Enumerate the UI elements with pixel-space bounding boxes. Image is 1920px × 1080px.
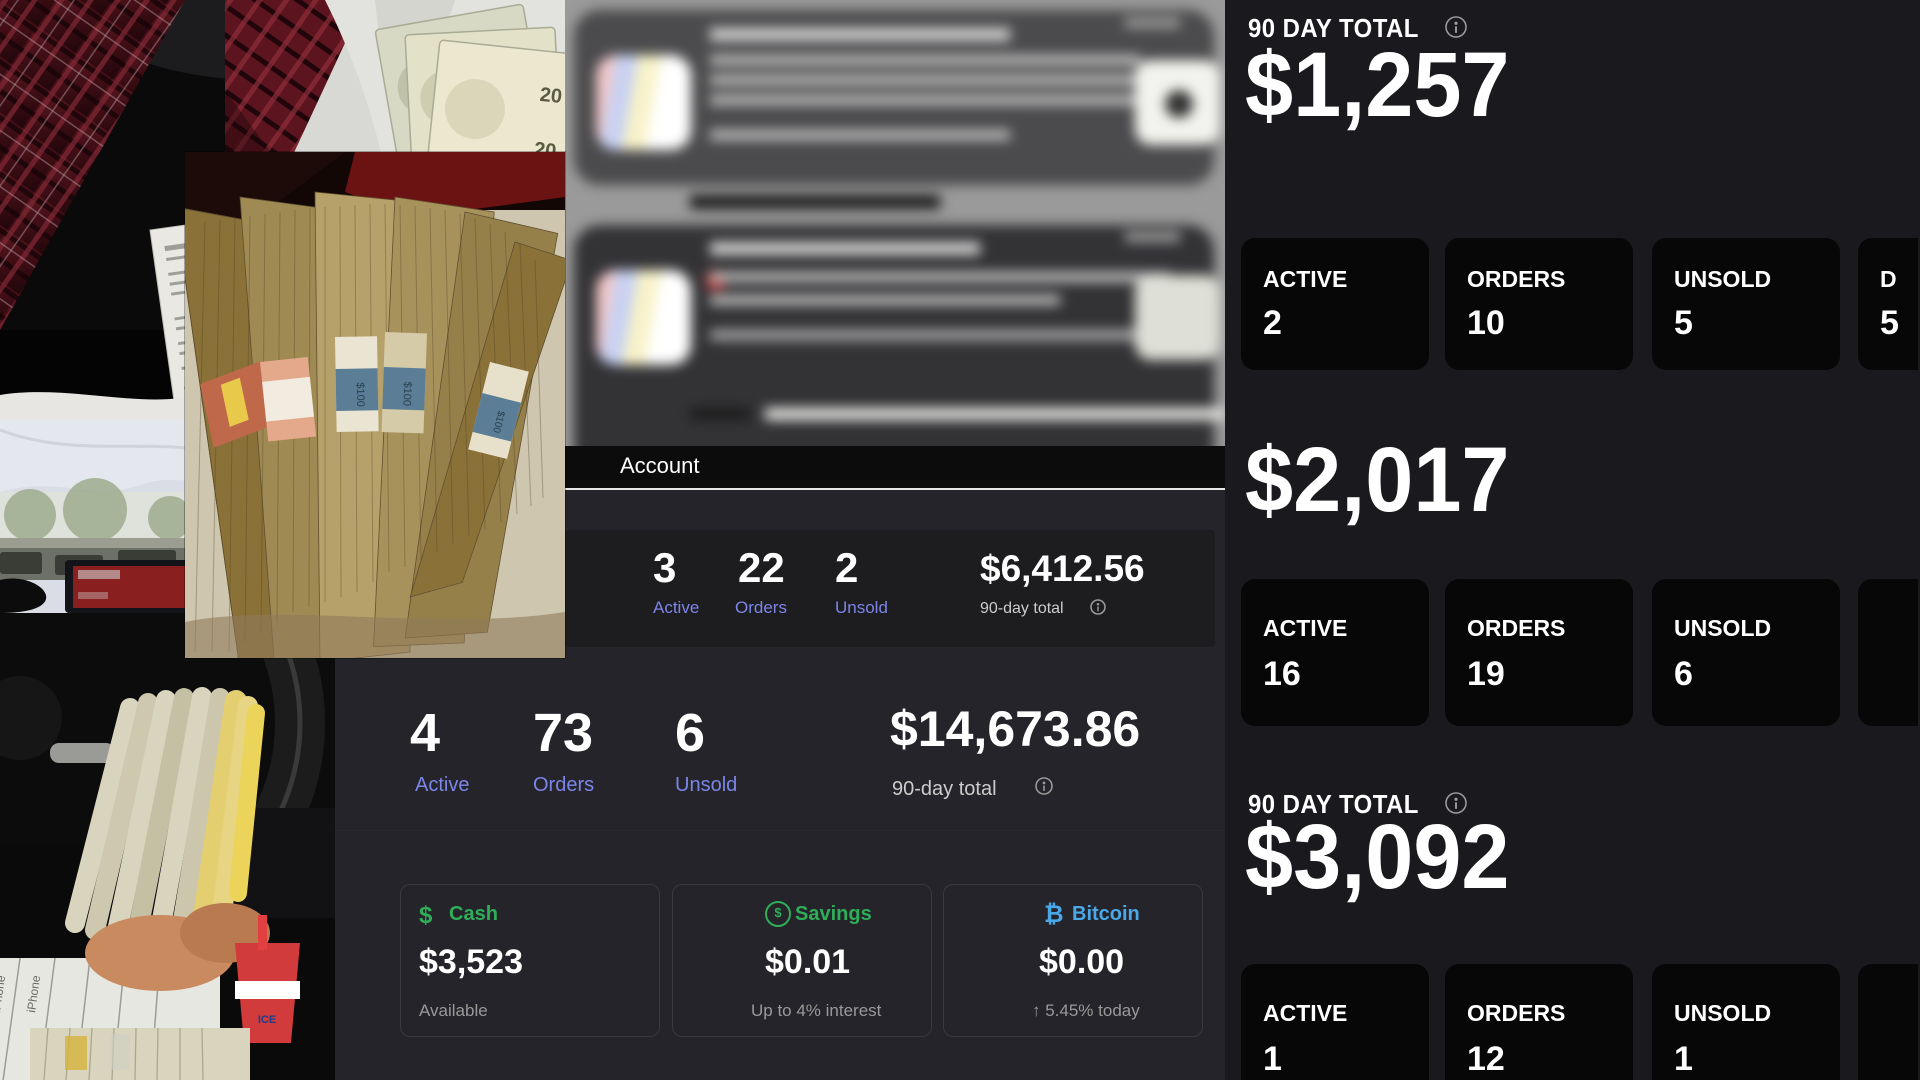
svg-text:$100: $100 (400, 381, 413, 406)
svg-text:ICE: ICE (258, 1014, 276, 1026)
svg-text:$: $ (419, 903, 433, 929)
svg-text:$100: $100 (354, 382, 366, 407)
svg-text:20: 20 (539, 84, 563, 108)
